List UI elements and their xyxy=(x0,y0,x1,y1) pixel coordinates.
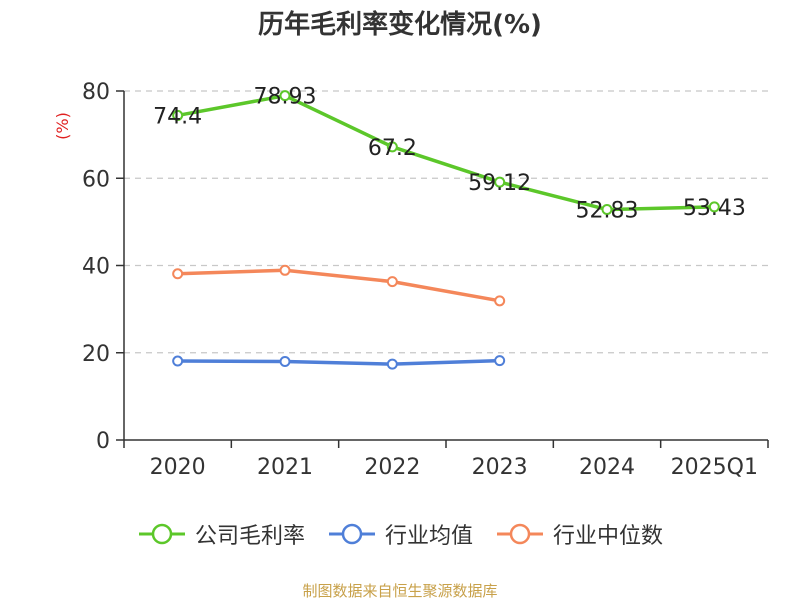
data-point xyxy=(386,276,398,288)
legend-item[interactable]: 行业中位数 xyxy=(495,518,663,550)
x-tick-label: 2025Q1 xyxy=(671,455,758,480)
data-point xyxy=(279,90,291,102)
data-label: 59.12 xyxy=(468,171,531,196)
legend-swatch xyxy=(138,523,185,545)
data-point xyxy=(172,268,184,280)
data-point xyxy=(279,264,291,276)
data-point xyxy=(708,201,720,213)
legend: 公司毛利率 行业均值 行业中位数 xyxy=(0,518,800,550)
x-tick-label: 2024 xyxy=(579,455,635,480)
x-tick-label: 2020 xyxy=(150,455,206,480)
data-label: 52.83 xyxy=(576,199,639,224)
legend-label: 公司毛利率 xyxy=(194,524,305,549)
data-point xyxy=(172,109,184,121)
x-tick-label: 2022 xyxy=(364,455,420,480)
legend-swatch xyxy=(328,523,375,545)
legend-label: 行业均值 xyxy=(384,524,473,549)
data-point xyxy=(494,355,506,367)
series-line xyxy=(177,268,500,303)
x-tick-label: 2023 xyxy=(472,455,528,480)
y-tick-label: 0 xyxy=(96,429,110,454)
data-point xyxy=(172,355,184,367)
y-tick-label: 60 xyxy=(82,167,110,192)
legend-item[interactable]: 公司毛利率 xyxy=(137,518,305,550)
series-line xyxy=(177,358,500,366)
data-point xyxy=(601,204,613,216)
y-tick-label: 80 xyxy=(82,80,110,105)
data-point xyxy=(494,176,506,188)
y-tick-label: 40 xyxy=(82,255,110,280)
data-point xyxy=(386,358,398,370)
x-tick-label: 2021 xyxy=(257,455,313,480)
source-note: 制图数据来自恒生聚源数据库 xyxy=(302,582,498,600)
legend-swatch xyxy=(497,523,543,545)
legend-item[interactable]: 行业均值 xyxy=(327,518,473,550)
data-point xyxy=(386,141,398,153)
legend-label: 行业中位数 xyxy=(553,524,664,549)
y-axis-unit-label: (%) xyxy=(53,112,72,140)
data-point xyxy=(279,355,291,367)
data-label: 67.2 xyxy=(368,136,417,161)
data-label: 74.4 xyxy=(153,104,202,129)
data-label: 53.43 xyxy=(683,196,746,221)
y-tick-label: 20 xyxy=(82,342,110,367)
series-line xyxy=(177,93,715,212)
chart-title: 历年毛利率变化情况(%) xyxy=(258,10,542,40)
data-label: 78.93 xyxy=(254,85,317,110)
data-point xyxy=(494,295,506,307)
